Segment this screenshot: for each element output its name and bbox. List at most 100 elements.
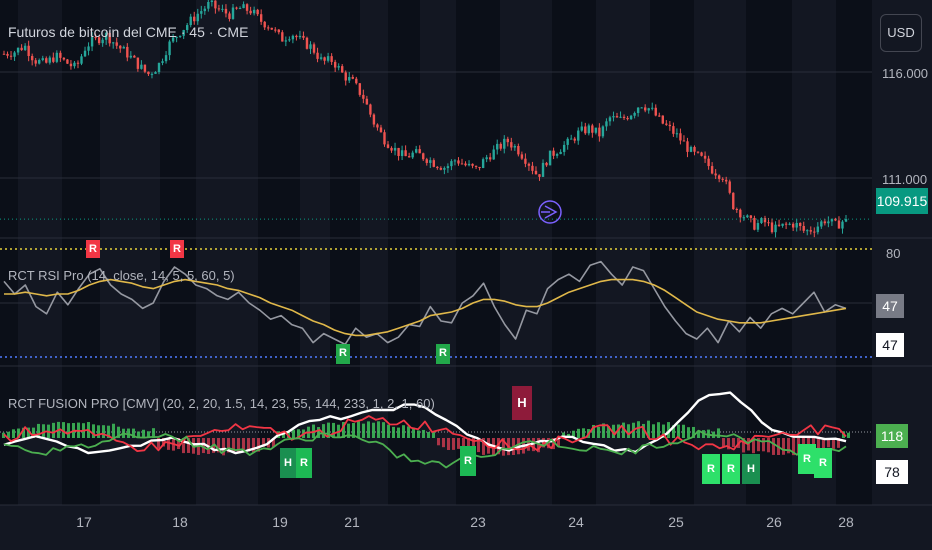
fusion-hist-bar xyxy=(472,438,475,451)
candle-body xyxy=(746,215,749,218)
candle-body xyxy=(820,221,823,227)
fusion-hist-bar xyxy=(592,424,595,438)
date-label-24: 24 xyxy=(568,514,584,530)
fusion-hist-bar xyxy=(137,431,140,438)
fusion-hist-bar xyxy=(367,421,370,438)
rsi-line xyxy=(3,260,847,346)
candle-body xyxy=(97,37,101,44)
fusion-hist-bar xyxy=(622,422,625,438)
candle-body xyxy=(291,35,295,40)
candle-body xyxy=(795,222,798,228)
fusion-hist-bar xyxy=(467,438,470,452)
rsi-signal-r-1: R xyxy=(86,240,100,258)
candle-body xyxy=(467,163,471,166)
candle-body xyxy=(506,138,509,143)
candle-body xyxy=(9,55,13,57)
date-label-23: 23 xyxy=(470,514,486,530)
fusion-hist-bar xyxy=(317,427,320,438)
fusion-hist-bar xyxy=(787,438,790,454)
candle-body xyxy=(362,94,365,99)
fusion-hist-bar xyxy=(37,423,40,438)
candle-body xyxy=(185,25,189,30)
candle-body xyxy=(52,57,55,62)
candle-body xyxy=(80,56,83,64)
fusion-hist-bar xyxy=(177,438,180,450)
candle-body xyxy=(316,52,319,59)
fusion-hist-bar xyxy=(607,426,610,438)
fusion-hist-bar xyxy=(817,438,820,453)
fusion-hist-bar xyxy=(762,438,765,452)
candle-body xyxy=(390,147,393,151)
candle-body xyxy=(400,150,404,156)
fusion-signal-r-5: R xyxy=(798,444,816,474)
currency-button[interactable]: USD xyxy=(880,14,922,52)
candle-body xyxy=(651,107,654,109)
candle-body xyxy=(675,133,679,135)
date-label-28: 28 xyxy=(838,514,854,530)
candle-body xyxy=(584,126,587,134)
candle-body xyxy=(270,27,273,30)
candle-body xyxy=(168,41,171,56)
fusion-hist-bar xyxy=(437,438,440,446)
candle-body xyxy=(323,57,326,61)
fusion-hist-bar xyxy=(827,438,830,448)
candle-body xyxy=(298,35,302,38)
fusion-indicator-title[interactable]: RCT FUSION PRO [CMV] (20, 2, 20, 1.5, 14… xyxy=(8,396,435,411)
candle-body xyxy=(749,215,753,218)
fusion-signal-r-3: R xyxy=(702,454,720,484)
candle-body xyxy=(717,175,721,179)
candle-body xyxy=(157,62,161,73)
candle-body xyxy=(760,218,763,224)
candle-body xyxy=(605,121,608,127)
rsi-indicator-title[interactable]: RCT RSI Pro (14, close, 14, 5, 5, 60, 5) xyxy=(8,268,235,283)
replay-icon xyxy=(538,200,562,224)
candle-body xyxy=(376,124,379,128)
candle-body xyxy=(23,45,27,51)
candle-body xyxy=(503,138,506,149)
fusion-hist-bar xyxy=(692,426,695,438)
candle-body xyxy=(87,46,90,51)
candle-body xyxy=(372,114,376,125)
candle-body xyxy=(369,104,372,115)
fusion-hist-bar xyxy=(232,438,235,453)
candle-body xyxy=(552,150,555,156)
candle-body xyxy=(834,218,837,221)
fusion-hist-bar xyxy=(297,429,300,438)
fusion-hist-bar xyxy=(362,423,365,438)
candle-body xyxy=(348,77,351,81)
last-price-badge: 109.915 xyxy=(876,188,928,214)
candle-body xyxy=(41,58,44,61)
session-band-3 xyxy=(258,0,300,505)
fusion-hist-bar xyxy=(152,428,155,438)
candle-body xyxy=(622,116,626,118)
candle-body xyxy=(45,58,48,63)
fusion-hist-bar xyxy=(262,438,265,447)
fusion-hist-bar xyxy=(497,438,500,455)
candle-body xyxy=(538,174,541,177)
fusion-hist-bar xyxy=(227,438,230,453)
candle-body xyxy=(319,57,323,59)
price-tick-116000: 116.000 xyxy=(882,66,929,81)
candle-body xyxy=(108,32,111,44)
candle-body xyxy=(203,8,207,12)
fusion-hist-bar xyxy=(667,422,670,438)
price-tick-111000: 111.000 xyxy=(882,172,928,187)
candle-body xyxy=(577,130,580,141)
fusion-hist-bar xyxy=(422,429,425,438)
fusion-hist-bar xyxy=(612,424,615,438)
candle-body xyxy=(520,154,524,159)
candle-body xyxy=(531,165,534,171)
candle-body xyxy=(548,150,552,166)
rsi-level-80: 80 xyxy=(886,246,901,261)
fusion-hist-bar xyxy=(142,429,145,438)
rsi-value-badge-white: 47 xyxy=(876,333,904,357)
candle-body xyxy=(562,144,566,152)
candle-body xyxy=(781,223,784,226)
candle-body xyxy=(555,154,559,156)
candle-body xyxy=(217,8,221,10)
candle-body xyxy=(277,29,280,33)
candle-body xyxy=(668,124,672,127)
candle-body xyxy=(83,50,87,57)
fusion-hist-bar xyxy=(402,425,405,438)
